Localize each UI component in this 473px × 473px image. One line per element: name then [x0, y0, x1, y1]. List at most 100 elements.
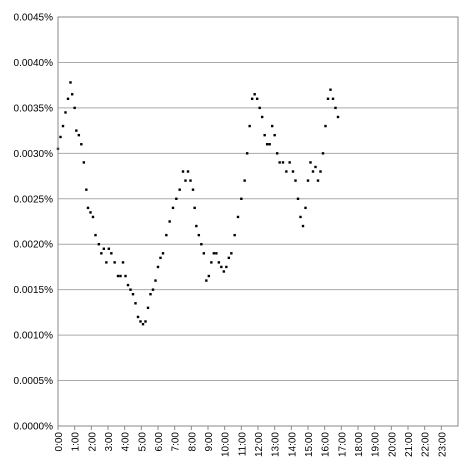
data-point [212, 252, 216, 255]
data-point [248, 124, 251, 128]
data-point [301, 224, 305, 228]
data-point [197, 233, 201, 237]
data-point [69, 81, 72, 84]
x-tick-label: 17:00 [337, 432, 348, 457]
data-point [126, 283, 130, 287]
data-point [149, 293, 152, 296]
data-point [102, 247, 106, 250]
x-tick-label: 4:00 [121, 432, 132, 452]
data-point [116, 274, 120, 278]
data-point [222, 270, 226, 273]
data-point [260, 115, 264, 119]
data-point [215, 252, 218, 255]
data-point [131, 293, 135, 296]
data-point [275, 152, 279, 155]
x-tick-label: 3:00 [104, 432, 115, 452]
data-point [331, 97, 335, 100]
data-point [296, 197, 300, 200]
data-point [245, 152, 249, 155]
x-tick-label: 11:00 [237, 432, 248, 457]
data-point [294, 179, 297, 182]
data-point [97, 243, 101, 246]
data-point [263, 133, 266, 137]
data-point [240, 197, 243, 200]
data-point [94, 233, 97, 237]
data-point [281, 161, 285, 164]
data-point [161, 252, 165, 255]
x-tick-label: 12:00 [254, 432, 265, 457]
data-point [136, 315, 140, 319]
y-tick-label: 0.0045% [14, 13, 54, 24]
data-point [265, 143, 269, 146]
data-point [233, 233, 236, 237]
x-tick-label: 19:00 [371, 432, 382, 457]
data-point [230, 252, 233, 255]
data-point [314, 165, 317, 169]
data-point [195, 224, 198, 228]
x-tick-label: 9:00 [204, 432, 215, 452]
data-point [134, 302, 137, 305]
data-point [73, 106, 76, 110]
y-tick-label: 0.0035% [14, 103, 54, 114]
data-point [205, 279, 208, 282]
data-point [113, 261, 116, 264]
data-point [154, 279, 157, 282]
x-tick-label: 15:00 [304, 432, 315, 457]
x-tick-label: 22:00 [421, 432, 432, 457]
data-point [82, 161, 86, 164]
data-point [70, 93, 74, 96]
data-point [255, 97, 259, 100]
data-point [210, 261, 213, 264]
data-point [253, 93, 256, 96]
y-tick-label: 0.0025% [14, 194, 54, 205]
data-point [85, 188, 88, 191]
x-tick-label: 2:00 [87, 432, 98, 452]
data-point [61, 124, 65, 128]
data-point [278, 161, 281, 164]
data-point [139, 320, 142, 323]
data-point [119, 274, 122, 278]
data-point [243, 179, 246, 182]
data-points [56, 81, 340, 326]
x-tick-label: 10:00 [221, 432, 232, 457]
data-point [181, 170, 185, 173]
data-point [100, 252, 103, 255]
data-point [236, 215, 240, 219]
data-point [191, 188, 195, 191]
data-point [200, 243, 203, 246]
y-tick-label: 0.0000% [14, 422, 54, 433]
data-point [304, 206, 307, 210]
y-tick-label: 0.0030% [14, 149, 54, 160]
data-point [146, 306, 150, 310]
x-tick-label: 14:00 [287, 432, 298, 457]
data-point [250, 97, 254, 100]
data-point [193, 206, 196, 210]
y-tick-label: 0.0010% [14, 331, 54, 342]
data-point [268, 143, 271, 146]
data-point [75, 129, 78, 132]
data-point [89, 211, 92, 214]
x-tick-label: 20:00 [387, 432, 398, 457]
data-point [220, 265, 223, 269]
data-point [178, 188, 181, 191]
data-point [225, 265, 228, 269]
data-point [270, 124, 274, 128]
data-point [159, 256, 162, 260]
y-tick-label: 0.0015% [14, 285, 54, 296]
y-tick-label: 0.0005% [14, 376, 54, 387]
data-point [202, 252, 206, 255]
x-tick-label: 13:00 [271, 432, 282, 457]
data-point [309, 161, 312, 164]
data-point [86, 206, 90, 210]
data-point [217, 261, 221, 264]
x-tick-label: 0:00 [54, 432, 65, 452]
plot-area-frame [57, 16, 459, 427]
data-point [110, 252, 113, 255]
data-point [156, 265, 160, 269]
data-point [311, 170, 315, 173]
data-point [291, 170, 295, 173]
y-tick-label: 0.0020% [14, 240, 54, 251]
x-tick-label: 6:00 [154, 432, 165, 452]
data-point [288, 161, 291, 164]
